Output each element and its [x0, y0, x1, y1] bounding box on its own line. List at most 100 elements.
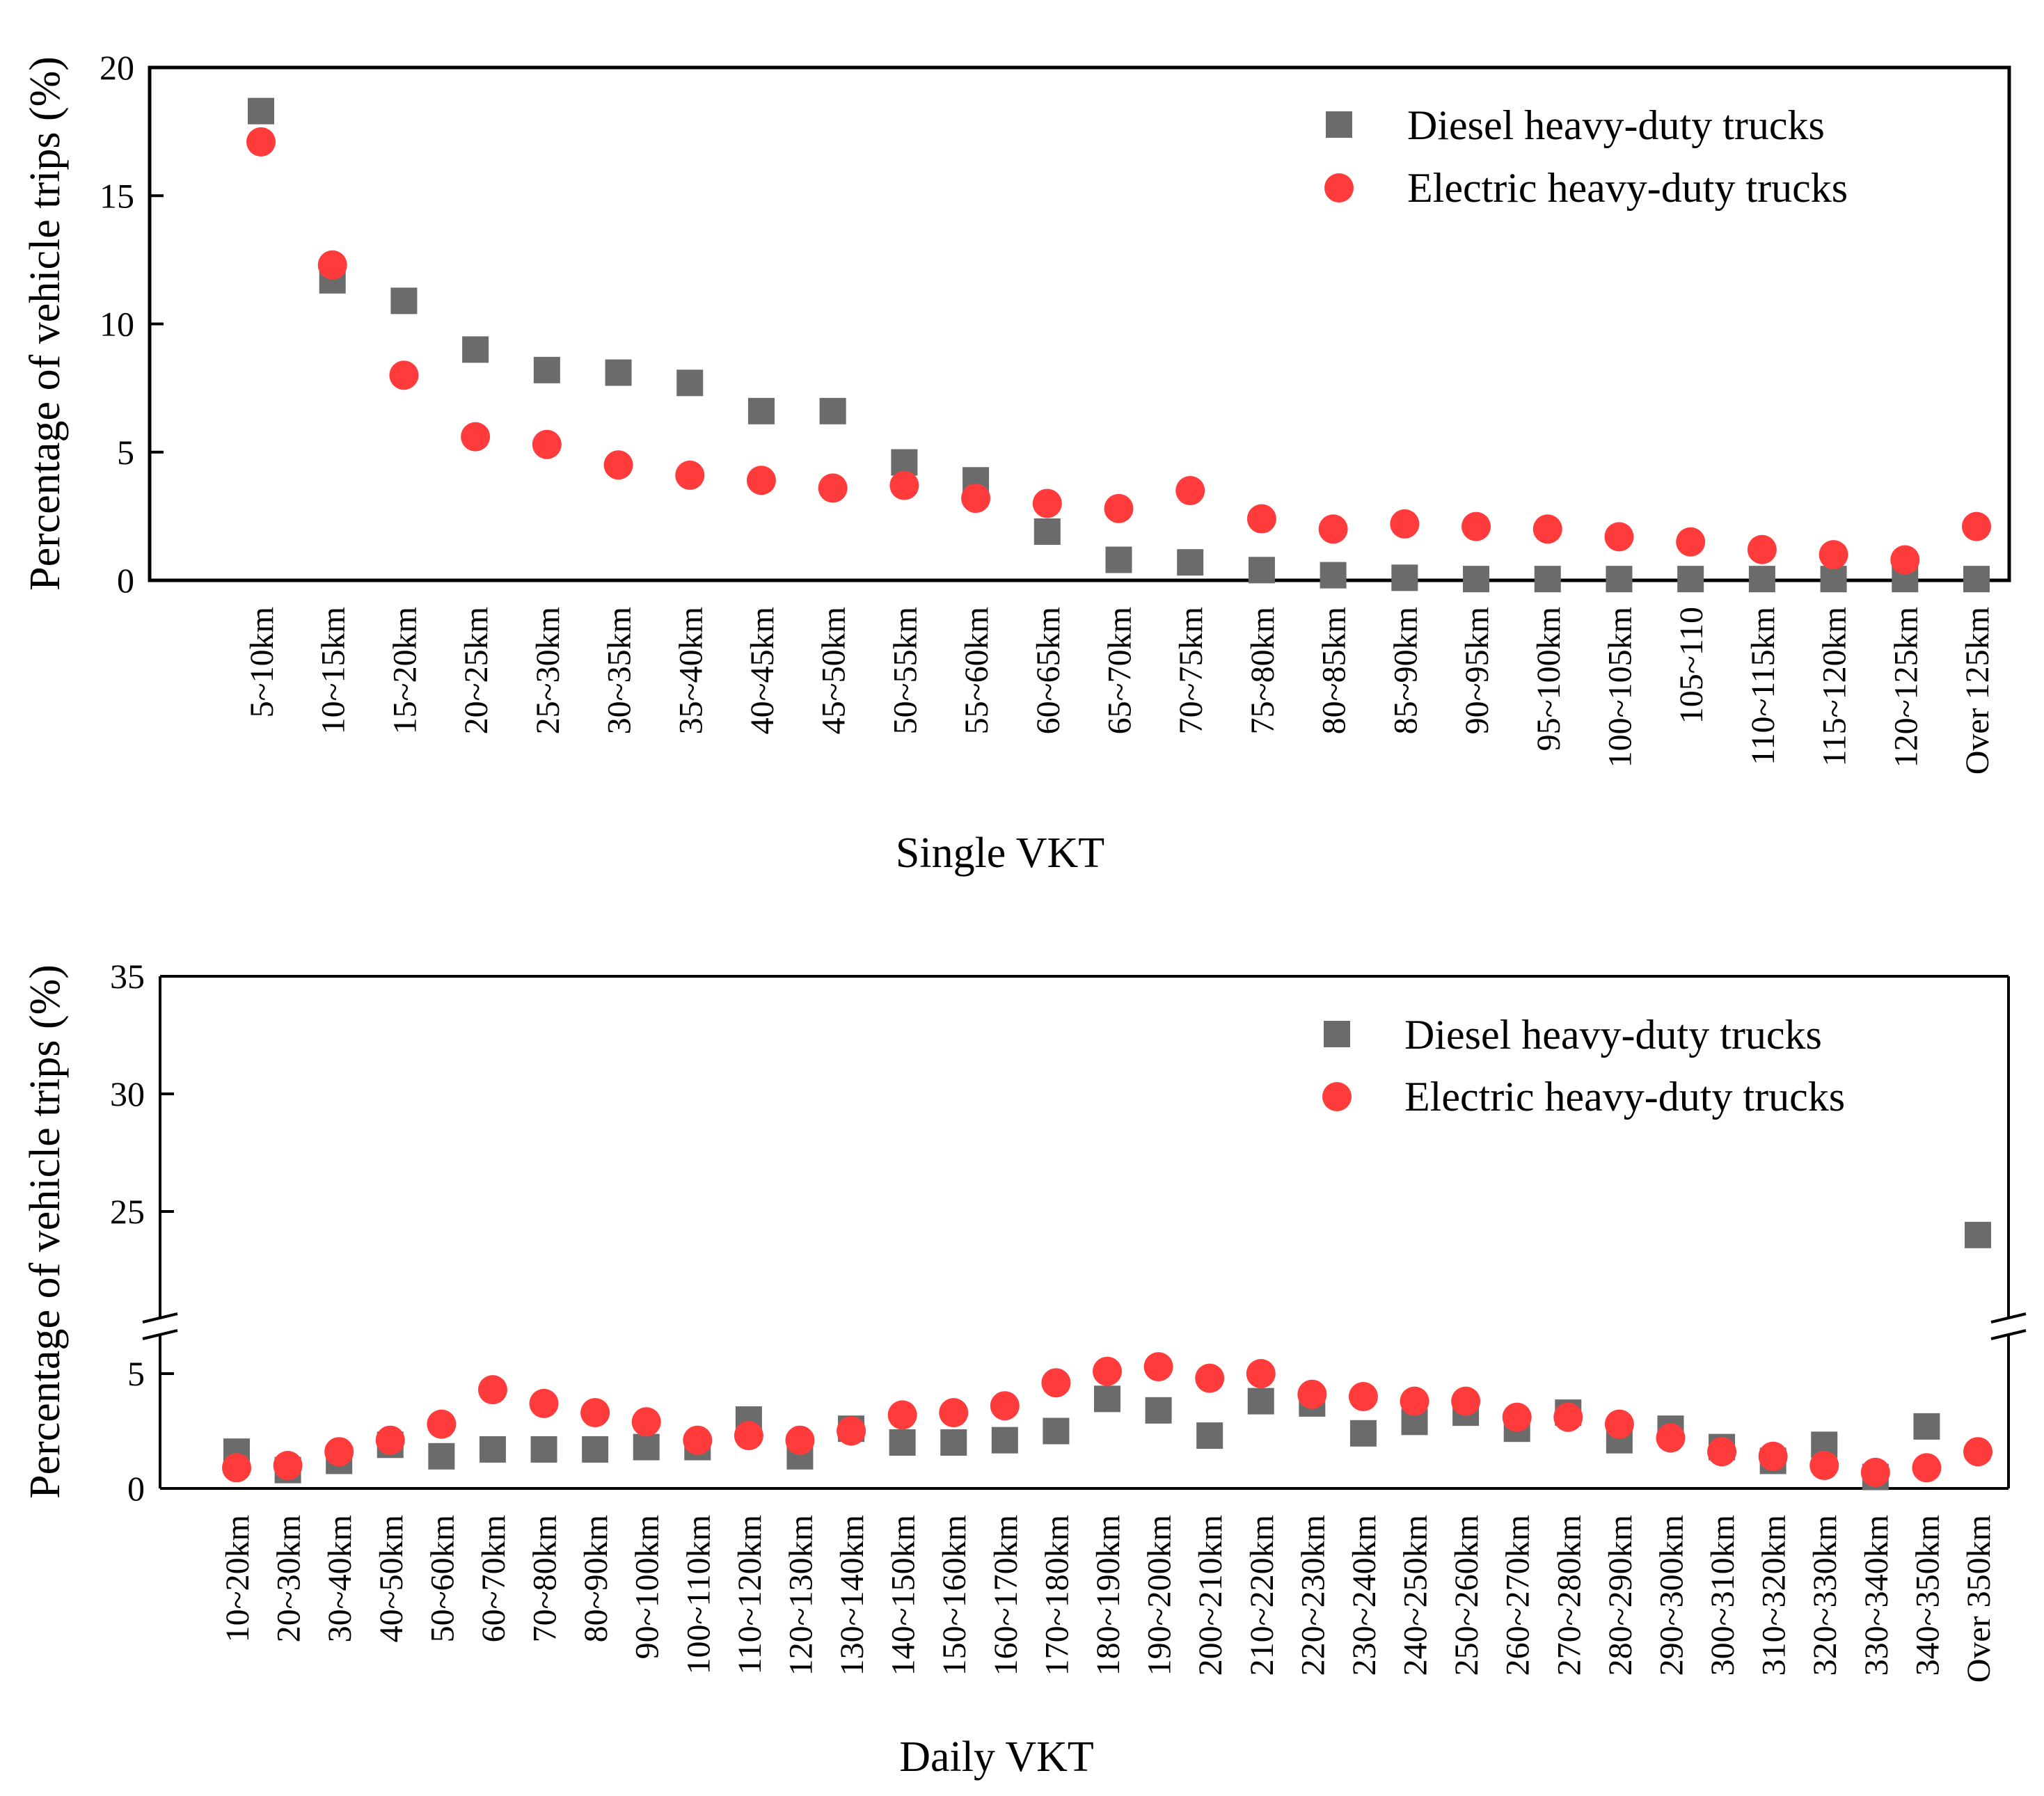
electric-point — [1962, 511, 1991, 541]
x-tick-label: 150~160km — [936, 1515, 973, 1676]
legend-diesel-marker-bottom — [1324, 1021, 1350, 1047]
y-tick-label: 20 — [100, 48, 134, 87]
diesel-point — [1534, 566, 1561, 593]
electric-point — [1532, 514, 1562, 544]
legend-electric-marker-bottom — [1322, 1082, 1352, 1111]
diesel-point — [1463, 566, 1490, 593]
x-tick-label: Over 125km — [1959, 607, 1996, 774]
x-tick-label: 30~35km — [601, 607, 638, 734]
diesel-point — [1033, 518, 1061, 545]
electric-point — [1553, 1402, 1583, 1432]
electric-point — [580, 1398, 610, 1428]
electric-point — [427, 1409, 457, 1439]
y-tick-label: 25 — [110, 1192, 145, 1231]
diesel-point — [1248, 557, 1275, 584]
electric-point — [603, 450, 633, 480]
x-tick-label: 240~250km — [1397, 1515, 1434, 1676]
electric-point — [683, 1425, 713, 1455]
x-axis-label-top: Single VKT — [896, 829, 1104, 877]
y-tick-label: 5 — [127, 1354, 145, 1393]
electric-point — [1246, 1359, 1276, 1388]
x-tick-label: 55~60km — [958, 607, 995, 734]
legend-diesel-marker — [1326, 111, 1352, 138]
legend-top: Diesel heavy-duty trucks Electric heavy-… — [1324, 102, 1848, 211]
x-tick-label: 340~350km — [1909, 1515, 1946, 1676]
electric-point — [1104, 493, 1134, 523]
x-tick-label: 90~95km — [1459, 607, 1496, 734]
x-tick-label: 270~280km — [1551, 1515, 1587, 1676]
daily-vkt-chart: 0 5 25 30 35 10~20km 20~30km 30~40km 40~50km 50~… — [22, 957, 2027, 1781]
x-tick-label: 220~230km — [1294, 1515, 1331, 1676]
legend-electric-marker — [1324, 173, 1354, 202]
x-axis-label-bottom: Daily VKT — [899, 1733, 1094, 1781]
x-tick-label: 25~30km — [530, 607, 567, 734]
x-tick-label: 60~70km — [475, 1515, 512, 1642]
electric-point — [1461, 511, 1491, 541]
electric-point — [734, 1421, 763, 1451]
electric-point — [1819, 540, 1848, 570]
electric-point — [1246, 504, 1276, 534]
diesel-point — [1963, 566, 1990, 593]
x-tick-labels-bottom: 10~20km 20~30km 30~40km 40~50km 50~60km 60~70… — [219, 1515, 1997, 1683]
x-tick-label: 260~270km — [1500, 1515, 1537, 1676]
diesel-point — [428, 1443, 455, 1470]
legend-diesel-label-bottom: Diesel heavy-duty trucks — [1404, 1012, 1822, 1058]
x-tick-label: 70~80km — [527, 1515, 564, 1642]
diesel-point — [940, 1429, 967, 1456]
x-tick-label: 65~70km — [1102, 607, 1139, 734]
x-tick-label: 120~125km — [1887, 607, 1924, 768]
electric-point — [1502, 1402, 1532, 1432]
y-tick-label: 30 — [110, 1074, 145, 1113]
diesel-point — [1145, 1397, 1172, 1424]
diesel-point — [889, 1429, 916, 1456]
electric-point — [818, 473, 848, 503]
diesel-point — [533, 356, 560, 383]
x-tick-label: 100~110km — [680, 1515, 717, 1675]
diesel-point — [605, 359, 632, 386]
electric-point — [1143, 1352, 1173, 1382]
electric-point — [1890, 545, 1920, 575]
x-tick-label: 115~120km — [1816, 607, 1853, 767]
x-tick-label: 10~15km — [315, 607, 352, 734]
y-tick-label: 10 — [100, 305, 134, 344]
x-tick-label: 80~85km — [1316, 607, 1353, 734]
electric-point — [1041, 1368, 1071, 1398]
x-tick-label: 320~330km — [1807, 1515, 1844, 1676]
legend-electric-label: Electric heavy-duty trucks — [1407, 165, 1848, 211]
diesel-point — [747, 397, 775, 424]
x-tick-label: Over 350km — [1960, 1515, 1997, 1683]
electric-point — [1451, 1386, 1481, 1416]
electric-point — [939, 1398, 969, 1428]
axis-break-mark-left-2 — [142, 1329, 178, 1340]
x-tick-label: 45~50km — [816, 607, 853, 734]
x-tick-label: 110~115km — [1745, 607, 1782, 765]
diesel-point — [1913, 1413, 1940, 1440]
x-tick-label: 15~20km — [386, 607, 423, 734]
electric-point — [1604, 1409, 1634, 1439]
diesel-point — [1606, 566, 1633, 593]
diesel-point — [479, 1436, 506, 1463]
x-tick-label: 35~40km — [672, 607, 709, 734]
x-tick-label: 290~300km — [1653, 1515, 1690, 1676]
x-tick-label: 200~210km — [1192, 1515, 1229, 1676]
electric-point — [477, 1375, 507, 1405]
legend-bottom: Diesel heavy-duty trucks Electric heavy-… — [1322, 1012, 1845, 1120]
x-tick-label: 60~65km — [1030, 607, 1067, 734]
x-tick-label: 230~240km — [1346, 1515, 1383, 1676]
electric-point — [889, 470, 919, 500]
x-tick-label: 210~220km — [1244, 1515, 1281, 1676]
electric-point — [389, 360, 419, 390]
diesel-point — [1105, 546, 1132, 573]
x-tick-label: 85~90km — [1387, 607, 1424, 734]
electric-point — [961, 484, 991, 514]
diesel-point — [1349, 1420, 1377, 1447]
electric-point — [317, 250, 347, 280]
x-tick-label: 5~10km — [244, 607, 280, 717]
diesel-point — [819, 397, 846, 424]
diesel-point — [1247, 1388, 1274, 1415]
x-tick-label: 250~260km — [1448, 1515, 1485, 1676]
electric-point — [837, 1416, 866, 1446]
x-tick-label: 105~110 — [1673, 607, 1710, 724]
diesel-point — [1391, 564, 1418, 591]
